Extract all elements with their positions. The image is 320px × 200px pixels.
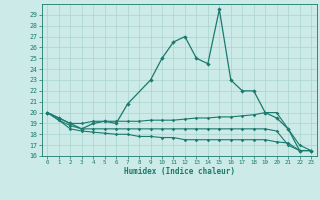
X-axis label: Humidex (Indice chaleur): Humidex (Indice chaleur) (124, 167, 235, 176)
